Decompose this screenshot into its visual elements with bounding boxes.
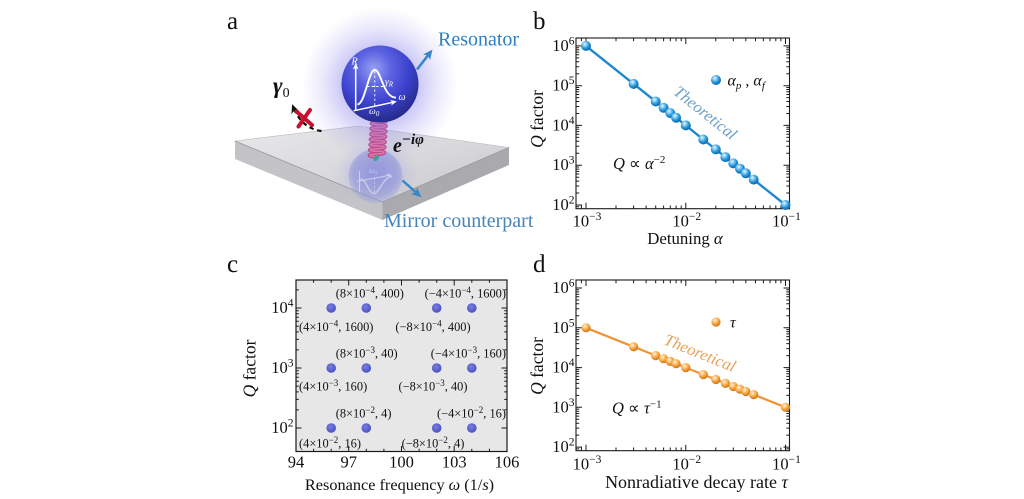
svg-text:10−3: 10−3 <box>573 211 602 231</box>
svg-text:Nonradiative decay rate τ: Nonradiative decay rate τ <box>605 472 788 492</box>
svg-text:103: 103 <box>271 358 294 378</box>
svg-text:10−1: 10−1 <box>772 211 801 231</box>
svg-text:(8×10−2, 4): (8×10−2, 4) <box>336 405 392 420</box>
svg-text:104: 104 <box>271 298 294 318</box>
svg-text:(−4×10−4, 1600): (−4×10−4, 1600) <box>425 285 506 300</box>
svg-text:102: 102 <box>271 418 294 438</box>
svg-text:a: a <box>227 8 238 35</box>
svg-text:10−2: 10−2 <box>672 454 701 474</box>
svg-text:Q factor: Q factor <box>527 90 547 148</box>
svg-text:d: d <box>533 251 546 278</box>
svg-text:τ: τ <box>730 315 737 332</box>
svg-text:(−8×10−4, 400): (−8×10−4, 400) <box>395 319 470 334</box>
svg-text:10−3: 10−3 <box>573 454 602 474</box>
svg-text:Q ∝ α−2: Q ∝ α−2 <box>613 154 665 173</box>
svg-text:(8×10−3, 40): (8×10−3, 40) <box>336 345 398 360</box>
svg-text:ω0: ω0 <box>369 166 378 177</box>
svg-text:94: 94 <box>288 453 305 472</box>
svg-text:Resonator: Resonator <box>438 29 519 51</box>
svg-text:ω0: ω0 <box>369 107 380 118</box>
svg-text:10−1: 10−1 <box>772 454 801 474</box>
svg-text:103: 103 <box>442 453 467 472</box>
svg-text:(−4×10−2, 16): (−4×10−2, 16) <box>437 405 506 420</box>
svg-text:(−4×10−3, 160): (−4×10−3, 160) <box>431 345 506 360</box>
svg-text:106: 106 <box>495 453 520 472</box>
svg-text:10−2: 10−2 <box>672 211 701 231</box>
svg-text:Q factor: Q factor <box>527 337 547 395</box>
svg-text:105: 105 <box>552 75 575 95</box>
svg-text:(−8×10−3, 40): (−8×10−3, 40) <box>399 378 468 393</box>
svg-text:106: 106 <box>552 35 575 55</box>
svg-text:Theoretical: Theoretical <box>670 82 741 144</box>
svg-text:Theoretical: Theoretical <box>662 330 739 376</box>
svg-text:γ0: γ0 <box>273 73 290 101</box>
svg-text:Mirror counterpart: Mirror counterpart <box>384 210 534 232</box>
svg-text:104: 104 <box>552 357 575 377</box>
svg-text:102: 102 <box>552 437 575 457</box>
svg-text:Resonance frequency ω (1/s): Resonance frequency ω (1/s) <box>305 475 494 494</box>
svg-text:104: 104 <box>552 115 575 135</box>
svg-text:102: 102 <box>552 195 575 215</box>
svg-text:(8×10−4, 400): (8×10−4, 400) <box>336 285 404 300</box>
svg-text:αp , αf: αp , αf <box>728 73 767 93</box>
svg-text:100: 100 <box>389 453 414 472</box>
svg-text:(4×10−2, 16): (4×10−2, 16) <box>299 435 361 450</box>
svg-text:106: 106 <box>552 278 575 298</box>
svg-text:(−8×10−2, 4): (−8×10−2, 4) <box>402 435 465 450</box>
svg-text:Q ∝ τ−1: Q ∝ τ−1 <box>612 399 662 418</box>
svg-text:105: 105 <box>552 317 575 337</box>
svg-text:Q factor: Q factor <box>240 339 260 397</box>
svg-text:b: b <box>533 8 546 35</box>
svg-text:Detuning α: Detuning α <box>647 229 724 248</box>
svg-text:ω: ω <box>399 92 406 103</box>
svg-text:γR: γR <box>385 78 394 89</box>
svg-text:(4×10−3, 160): (4×10−3, 160) <box>299 378 367 393</box>
svg-text:103: 103 <box>552 397 575 417</box>
svg-text:97: 97 <box>340 453 357 472</box>
svg-text:c: c <box>227 251 238 278</box>
svg-text:103: 103 <box>552 155 575 175</box>
svg-text:R: R <box>351 57 358 68</box>
svg-text:(4×10−4, 1600): (4×10−4, 1600) <box>299 319 373 334</box>
